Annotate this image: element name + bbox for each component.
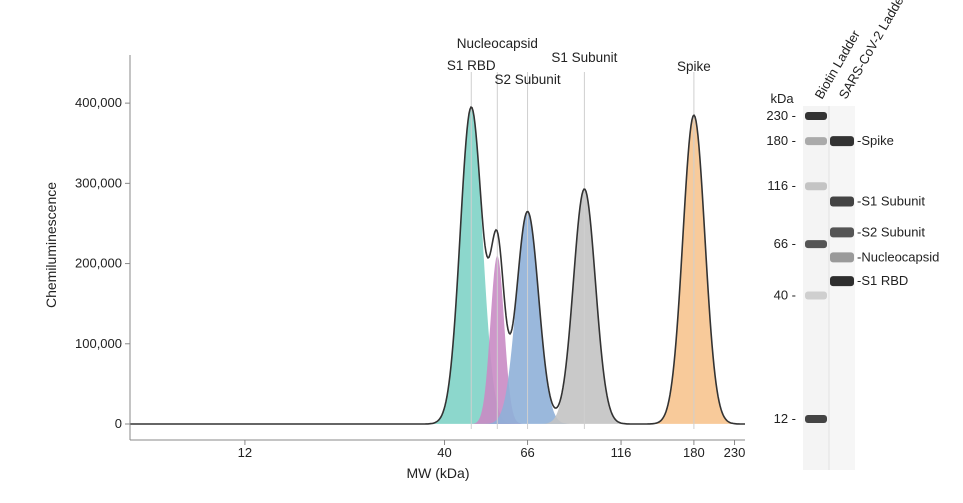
peak-fills	[427, 107, 738, 424]
ladder-marker-label-230: 230 -	[766, 108, 796, 123]
x-tick-label-5: 230	[724, 445, 746, 460]
kda-unit-label: kDa	[770, 91, 794, 106]
ladder-marker-label-66: 66 -	[774, 236, 796, 251]
y-tick-label-1: 100,000	[75, 336, 122, 351]
ladder-bands: 230 - 180 - 116 - 66 - 40 - 12 -	[766, 108, 827, 426]
x-tick-label-4: 180	[683, 445, 705, 460]
electropherogram-chart: S1 RBD Nucleocapsid S2 Subunit S1 Subunit Sp…	[43, 36, 745, 481]
sample-band-label-1: -Spike	[857, 133, 894, 148]
sample-band-label-2: -S1 Subunit	[857, 193, 925, 208]
y-tick-label-2: 200,000	[75, 256, 122, 271]
y-tick-label-4: 400,000	[75, 95, 122, 110]
x-tick-label-2: 66	[520, 445, 534, 460]
ladder-marker-label-180: 180 -	[766, 133, 796, 148]
sample-band-1	[830, 136, 854, 147]
combined-trace	[130, 105, 745, 425]
y-tick-label-3: 300,000	[75, 175, 122, 190]
x-axis-ticks: 12 40 66 116 180 230	[238, 440, 746, 460]
peak-label-1: S1 RBD	[447, 58, 496, 73]
y-axis-ticks: 0 100,000 200,000 300,000 400,000	[75, 95, 130, 431]
y-axis-title: Chemiluminescence	[43, 182, 59, 308]
peak-outlines	[130, 105, 745, 425]
sample-band-label-3: -S2 Subunit	[857, 224, 925, 239]
ladder-band-12	[805, 415, 827, 423]
x-tick-label-0: 12	[238, 445, 252, 460]
y-tick-label-0: 0	[115, 416, 122, 431]
x-tick-label-3: 116	[611, 445, 632, 460]
sample-band-3	[830, 227, 854, 238]
ladder-lane	[803, 106, 829, 470]
ladder-band-230	[805, 112, 827, 120]
peak-label-5: Spike	[677, 59, 711, 74]
peak-center-lines	[470, 72, 695, 429]
sample-band-5	[830, 276, 854, 287]
peak-labels: S1 RBD Nucleocapsid S2 Subunit S1 Subunit Sp…	[447, 36, 711, 87]
sample-band-2	[830, 196, 854, 207]
sample-bands: -Spike -S1 Subunit -S2 Subunit -Nucleocapsi…	[830, 133, 939, 288]
ladder-marker-label-40: 40 -	[774, 287, 796, 302]
peak-label-2: Nucleocapsid	[457, 36, 538, 51]
peak-label-3: S2 Subunit	[495, 72, 561, 87]
peak-label-4: S1 Subunit	[551, 50, 617, 65]
ladder-band-66	[805, 240, 827, 249]
ladder-marker-label-116: 116 -	[767, 178, 796, 193]
ladder-band-180	[805, 137, 827, 146]
sample-band-4	[830, 252, 854, 263]
sample-band-label-4: -Nucleocapsid	[857, 249, 939, 264]
x-axis-title: MW (kDa)	[407, 465, 470, 481]
x-tick-label-1: 40	[437, 445, 451, 460]
sample-lane	[829, 106, 855, 470]
ladder-band-40	[805, 291, 827, 300]
ladder-band-116	[805, 182, 827, 191]
ladder-marker-label-12: 12 -	[774, 411, 796, 426]
sample-band-label-5: -S1 RBD	[857, 273, 908, 288]
